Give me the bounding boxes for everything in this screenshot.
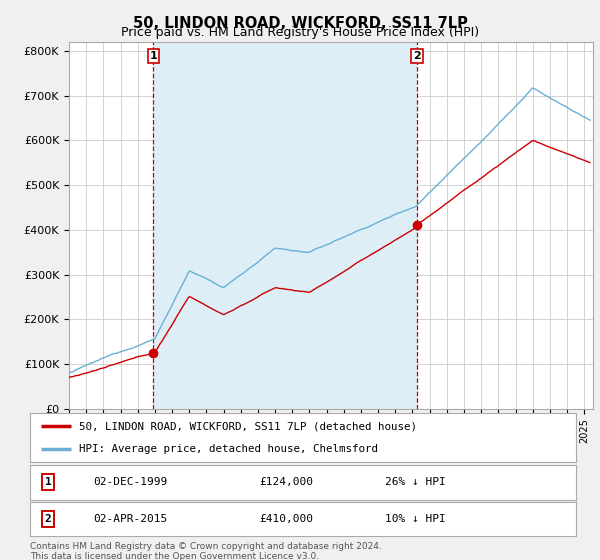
Text: 2: 2 xyxy=(413,51,421,61)
Text: 1: 1 xyxy=(149,51,157,61)
Text: £124,000: £124,000 xyxy=(259,477,313,487)
Text: 26% ↓ HPI: 26% ↓ HPI xyxy=(385,477,446,487)
Text: 02-APR-2015: 02-APR-2015 xyxy=(93,514,167,524)
Text: £410,000: £410,000 xyxy=(259,514,313,524)
Text: 10% ↓ HPI: 10% ↓ HPI xyxy=(385,514,446,524)
Text: 1: 1 xyxy=(44,477,52,487)
Text: 50, LINDON ROAD, WICKFORD, SS11 7LP: 50, LINDON ROAD, WICKFORD, SS11 7LP xyxy=(133,16,467,31)
Text: 2: 2 xyxy=(44,514,52,524)
Text: HPI: Average price, detached house, Chelmsford: HPI: Average price, detached house, Chel… xyxy=(79,444,378,454)
Text: Contains HM Land Registry data © Crown copyright and database right 2024.
This d: Contains HM Land Registry data © Crown c… xyxy=(30,542,382,560)
Text: 02-DEC-1999: 02-DEC-1999 xyxy=(93,477,167,487)
Bar xyxy=(154,42,417,409)
Text: 50, LINDON ROAD, WICKFORD, SS11 7LP (detached house): 50, LINDON ROAD, WICKFORD, SS11 7LP (det… xyxy=(79,421,417,431)
Text: Price paid vs. HM Land Registry's House Price Index (HPI): Price paid vs. HM Land Registry's House … xyxy=(121,26,479,39)
